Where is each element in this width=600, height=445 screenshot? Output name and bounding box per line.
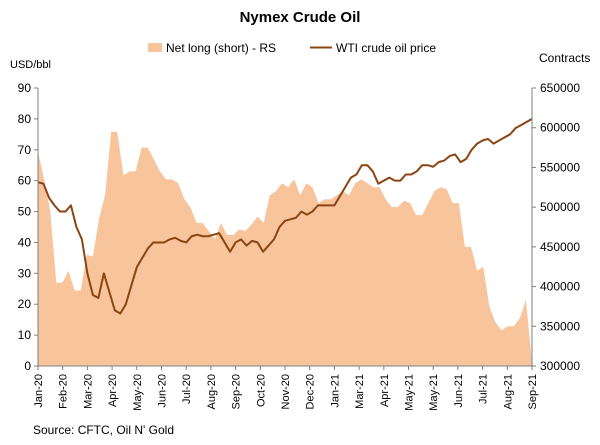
x-tick-label: Aug-21 xyxy=(502,374,514,409)
right-tick-label: 450000 xyxy=(540,240,580,254)
plot-area xyxy=(37,88,533,367)
x-tick-label: Jul-21 xyxy=(478,374,490,404)
x-tick-label: May-21 xyxy=(404,374,416,411)
legend: Net long (short) - RS WTI crude oil pric… xyxy=(148,41,436,55)
left-tick-label: 70 xyxy=(18,143,32,157)
legend-label-net-long: Net long (short) - RS xyxy=(166,41,276,55)
right-tick-label: 400000 xyxy=(540,280,580,294)
x-tick-label: Jul-20 xyxy=(181,374,193,404)
left-tick-label: 40 xyxy=(18,235,32,249)
x-tick-label: Dec-20 xyxy=(305,374,317,409)
left-tick-label: 50 xyxy=(18,205,32,219)
chart-title: Nymex Crude Oil xyxy=(240,9,361,26)
x-tick-label: May-21 xyxy=(428,374,440,411)
x-tick-label: Sep-20 xyxy=(231,374,243,409)
x-tick-label: Mar-21 xyxy=(354,374,366,409)
left-tick-label: 80 xyxy=(18,112,32,126)
right-tick-label: 550000 xyxy=(540,160,580,174)
wti-price-line xyxy=(37,118,533,315)
x-tick-label: May-20 xyxy=(132,374,144,411)
x-axis: Jan-20 Feb-20 Mar-20 Apr-20 May-20 Jun-20 Jul-… xyxy=(33,366,539,411)
x-tick-label: Feb-20 xyxy=(58,374,70,409)
legend-swatch-net-long xyxy=(148,43,162,52)
x-tick-label: Jun-21 xyxy=(453,374,465,408)
right-tick-label: 350000 xyxy=(540,319,580,333)
right-tick-label: 650000 xyxy=(540,81,580,95)
left-tick-label: 0 xyxy=(24,359,31,373)
right-axis-unit: Contracts xyxy=(539,51,590,65)
left-tick-label: 30 xyxy=(18,266,32,280)
x-tick-label: Jan-20 xyxy=(33,374,45,408)
x-tick-label: Aug-20 xyxy=(206,374,218,409)
left-tick-label: 60 xyxy=(18,174,32,188)
x-tick-label: Jun-20 xyxy=(157,374,169,408)
left-tick-label: 90 xyxy=(18,81,32,95)
net-long-area xyxy=(38,131,532,366)
x-tick-label: Oct-20 xyxy=(255,374,267,407)
x-tick-label: Jan-21 xyxy=(329,374,341,408)
x-tick-label: Mar-20 xyxy=(82,374,94,409)
left-axis-unit: USD/bbl xyxy=(10,59,51,71)
x-tick-label: Nov-20 xyxy=(280,374,292,409)
left-tick-label: 20 xyxy=(18,297,32,311)
left-tick-label: 10 xyxy=(18,328,32,342)
right-tick-label: 600000 xyxy=(540,121,580,135)
right-tick-label: 500000 xyxy=(540,200,580,214)
x-tick-label: Sep-21 xyxy=(527,374,539,409)
right-tick-label: 300000 xyxy=(540,359,580,373)
legend-label-wti-price: WTI crude oil price xyxy=(336,41,436,55)
right-axis: 300000 350000 400000 450000 500000 550000 6000… xyxy=(532,81,580,373)
x-tick-label: Apr-21 xyxy=(379,374,391,407)
left-axis: 0 10 20 30 40 50 60 70 80 90 xyxy=(18,81,38,373)
source-note: Source: CFTC, Oil N' Gold xyxy=(33,423,174,437)
x-tick-label: Apr-20 xyxy=(107,374,119,407)
